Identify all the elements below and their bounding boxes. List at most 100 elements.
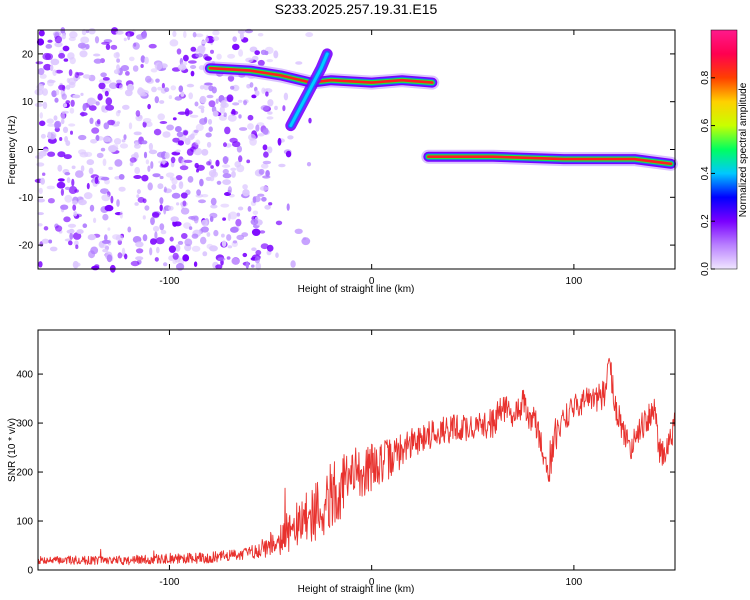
- spectrogram-noise-blob: [265, 91, 269, 97]
- spectrogram-noise-blob: [107, 227, 111, 231]
- spectrogram-noise-blob: [93, 53, 101, 57]
- spectrogram-noise-blob: [143, 151, 148, 159]
- spectrogram-noise-blob: [74, 71, 80, 79]
- colorbar-tick-label: 0.6: [700, 118, 711, 132]
- spectrogram-noise-blob: [201, 148, 209, 156]
- spectrogram-noise-blob: [39, 112, 43, 119]
- spectrogram-noise-blob: [65, 140, 71, 147]
- spectrogram-noise-blob: [159, 121, 168, 124]
- spectrogram-noise-blob: [251, 247, 257, 251]
- spectrogram-noise-blob: [201, 40, 207, 45]
- spectrogram-noise-blob: [130, 260, 140, 267]
- spectrogram-noise-blob: [199, 95, 207, 104]
- spectrogram-noise-blob: [37, 198, 45, 203]
- spectrogram-noise-blob: [133, 131, 142, 136]
- spectrogram-noise-blob: [94, 36, 100, 44]
- colorbar-tick-label: 0.8: [700, 70, 711, 84]
- spectrogram-noise-blob: [306, 162, 312, 167]
- spectrogram-noise-blobs: [34, 27, 314, 273]
- spectrogram-noise-blob: [101, 41, 110, 45]
- spectrogram-noise-blob: [71, 178, 75, 187]
- spectrogram-noise-blob: [95, 101, 100, 106]
- spectrogram-noise-blob: [242, 184, 248, 190]
- spectrogram-noise-blob: [105, 43, 111, 51]
- spectrogram-noise-blob: [158, 160, 168, 164]
- spectrogram-noise-blob: [46, 118, 54, 124]
- spectrogram-noise-blob: [79, 112, 88, 117]
- spectrogram-noise-blob: [34, 102, 43, 107]
- spectrogram-noise-blob: [178, 85, 184, 93]
- spectrogram-noise-blob: [121, 139, 126, 143]
- spectrogram-noise-blob: [231, 170, 236, 178]
- spectrogram-noise-blob: [177, 140, 184, 146]
- spectrogram-noise-blob: [65, 100, 71, 104]
- spectrogram-noise-blob: [64, 186, 71, 190]
- spectrogram-noise-blob: [200, 236, 207, 245]
- spectrogram-noise-blob: [206, 161, 211, 166]
- spectrogram-noise-blob: [236, 164, 245, 173]
- spectrogram-noise-blob: [308, 117, 312, 124]
- spectrogram-noise-blob: [47, 39, 53, 43]
- spectrogram-noise-blob: [171, 192, 181, 199]
- spectrogram-noise-blob: [64, 172, 71, 176]
- spectrogram-noise-blob: [192, 31, 197, 38]
- spectrogram-noise-blob: [182, 254, 190, 262]
- spectrogram-noise-blob: [68, 240, 73, 246]
- spectrogram-noise-blob: [104, 90, 109, 97]
- spectrogram-noise-blob: [212, 36, 220, 41]
- spectrogram-noise-blob: [68, 123, 76, 127]
- spectrogram-noise-blob: [251, 228, 261, 236]
- spectrogram-x-ticks: -100 0 100: [159, 30, 583, 287]
- spectrogram-noise-blob: [227, 53, 236, 59]
- spectrogram-noise-blob: [80, 92, 84, 96]
- spectrogram-noise-blob: [282, 105, 286, 112]
- spectrogram-noise-blob: [100, 188, 109, 195]
- spectrogram-noise-blob: [290, 260, 296, 268]
- spectrogram-noise-blob: [154, 96, 159, 104]
- spectrogram-noise-blob: [252, 196, 257, 204]
- spectrogram-noise-blob: [77, 42, 87, 49]
- spectrogram-noise-blob: [148, 43, 157, 49]
- spectrogram-noise-blob: [199, 178, 204, 187]
- spectrogram-noise-blob: [72, 232, 82, 240]
- spectrogram-noise-blob: [170, 85, 177, 91]
- spectrogram-noise-blob: [147, 103, 151, 110]
- spectrogram-noise-blob: [118, 186, 126, 192]
- spectrogram-noise-blob: [190, 70, 195, 77]
- spectrogram-noise-blob: [60, 118, 65, 125]
- spectrogram-noise-blob: [103, 122, 110, 130]
- spectrogram-noise-blob: [222, 173, 232, 179]
- spectrogram-noise-blob: [141, 32, 147, 39]
- spectrogram-noise-blob: [196, 168, 199, 173]
- spectrogram-noise-blob: [172, 117, 177, 121]
- spectrogram-noise-blob: [236, 145, 242, 153]
- spectrogram-noise-blob: [264, 204, 271, 210]
- spectrogram-noise-blob: [105, 104, 115, 111]
- spectrogram-noise-blob: [69, 232, 74, 240]
- spectrogram-x-tick-label: 0: [369, 276, 375, 287]
- spectrogram-noise-blob: [137, 196, 145, 203]
- spectrogram-noise-blob: [266, 116, 274, 120]
- spectrogram-noise-blob: [254, 90, 260, 97]
- spectrogram-noise-blob: [206, 94, 214, 99]
- spectrogram-noise-blob: [172, 137, 180, 143]
- spectrogram-noise-blob: [232, 43, 240, 51]
- spectrogram-noise-blob: [90, 246, 99, 255]
- snr-y-tick-label: 400: [16, 370, 33, 381]
- spectrogram-noise-blob: [202, 251, 208, 257]
- spectrogram-noise-blob: [208, 169, 217, 177]
- spectrogram-noise-blob: [147, 165, 151, 172]
- spectrogram-noise-blob: [204, 82, 213, 86]
- spectrogram-noise-blob: [106, 254, 113, 263]
- spectrogram-noise-blob: [239, 127, 248, 131]
- spectrogram-noise-blob: [142, 234, 148, 242]
- spectrogram-noise-blob: [242, 252, 248, 258]
- spectrogram-noise-blob: [159, 197, 164, 205]
- spectrogram-noise-blob: [190, 215, 199, 221]
- spectrogram-noise-blob: [205, 132, 212, 138]
- spectrogram-noise-blob: [50, 58, 60, 66]
- colorbar-tick-label: 0.0: [700, 262, 711, 276]
- spectrogram-noise-blob: [100, 72, 107, 78]
- snr-panel: -100 0 100 0 100 200 300 400 Height of straigh…: [7, 329, 676, 595]
- colorbar-tick-label: 0.4: [700, 166, 711, 180]
